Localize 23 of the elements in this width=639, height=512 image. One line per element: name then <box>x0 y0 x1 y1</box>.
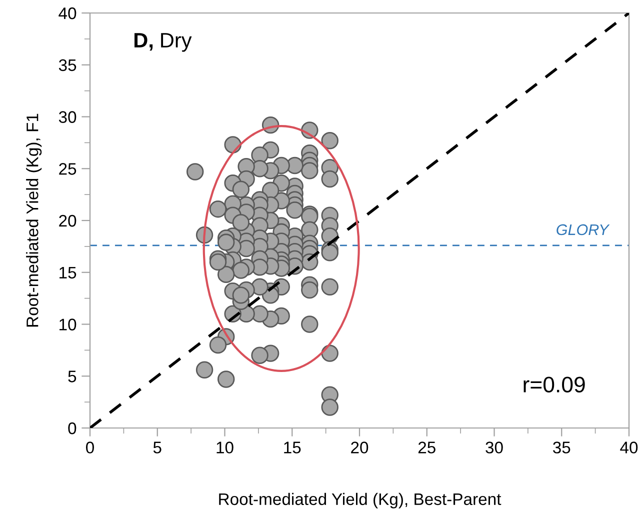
y-tick-label: 40 <box>58 7 76 20</box>
y-tick-label: 35 <box>58 59 76 72</box>
text: D, Dry <box>134 33 192 52</box>
x-tick-label: 15 <box>284 442 301 454</box>
y-axis-title: Root-mediated Yield (Kg), F1 <box>26 114 42 327</box>
y-tick-label: 5 <box>68 370 76 382</box>
x-axis-title: Root-mediated Yield (Kg), Best-Parent <box>219 492 502 508</box>
x-tick-label: 35 <box>552 442 570 454</box>
y-tick-label: 30 <box>58 111 76 123</box>
y-tick-label: 15 <box>60 266 76 279</box>
x-tick-label: 30 <box>486 442 503 454</box>
x-tick-label: 10 <box>216 442 234 454</box>
annotation: r=0.09 <box>524 376 585 392</box>
x-tick-label: 20 <box>351 442 368 454</box>
y-tick-label: 25 <box>59 163 76 175</box>
y-tick-label: 0 <box>68 422 76 434</box>
x-tick-label: 5 <box>153 442 162 454</box>
ref-line-label: GLORY <box>556 224 610 236</box>
y-tick-label: 10 <box>60 318 76 330</box>
x-tick-label: 40 <box>620 442 638 454</box>
y-tick-label: 20 <box>59 214 76 227</box>
x-tick-label: 0 <box>86 442 94 454</box>
x-tick-label: 25 <box>418 442 436 454</box>
